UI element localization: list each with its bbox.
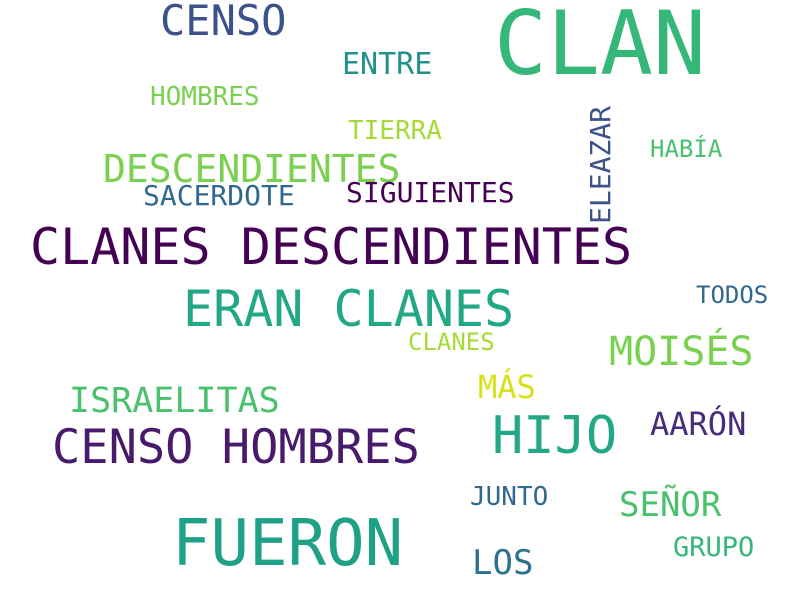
word-eran-clanes: ERAN CLANES xyxy=(183,280,515,338)
word-sacerdote: SACERDOTE xyxy=(143,179,295,212)
word-junto: JUNTO xyxy=(470,482,549,512)
word-grupo: GRUPO xyxy=(673,532,755,563)
word-habia: HABÍA xyxy=(650,135,723,163)
word-censo: CENSO xyxy=(160,0,287,45)
word-clan: CLAN xyxy=(494,0,706,95)
word-clanes: CLANES xyxy=(408,328,495,356)
word-descendientes: DESCENDIENTES xyxy=(103,147,401,191)
word-senor: SEÑOR xyxy=(619,485,722,525)
word-eleazar: ELEAZAR xyxy=(584,105,617,224)
word-mas: MÁS xyxy=(478,368,536,406)
word-israelitas: ISRAELITAS xyxy=(69,381,280,421)
word-clanes-descendientes: CLANES DESCENDIENTES xyxy=(30,218,633,276)
word-entre: ENTRE xyxy=(342,47,433,82)
word-siguientes: SIGUIENTES xyxy=(346,176,515,209)
word-moises: MOISÉS xyxy=(609,329,754,375)
word-aaron: AARÓN xyxy=(650,405,747,443)
word-tierra: TIERRA xyxy=(348,116,442,146)
word-hijo: HIJO xyxy=(492,406,618,466)
word-fueron: FUERON xyxy=(172,507,404,581)
word-hombres: HOMBRES xyxy=(150,82,260,112)
word-todos: TODOS xyxy=(696,281,769,309)
word-censo-hombres: CENSO HOMBRES xyxy=(52,420,420,475)
word-los: LOS xyxy=(472,543,534,583)
